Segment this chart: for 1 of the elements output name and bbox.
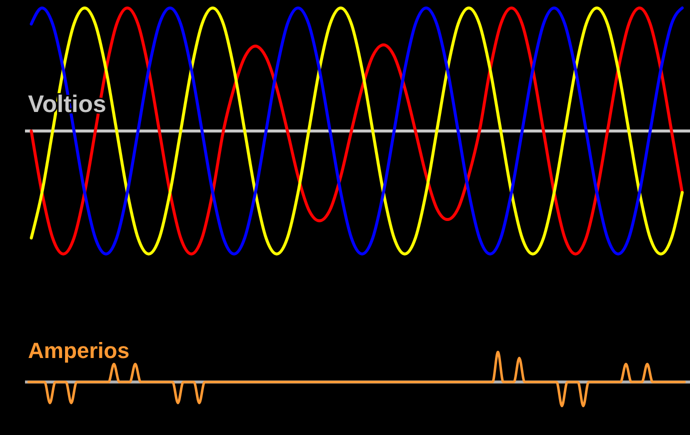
- y-axis-title: Amperios: [28, 338, 130, 363]
